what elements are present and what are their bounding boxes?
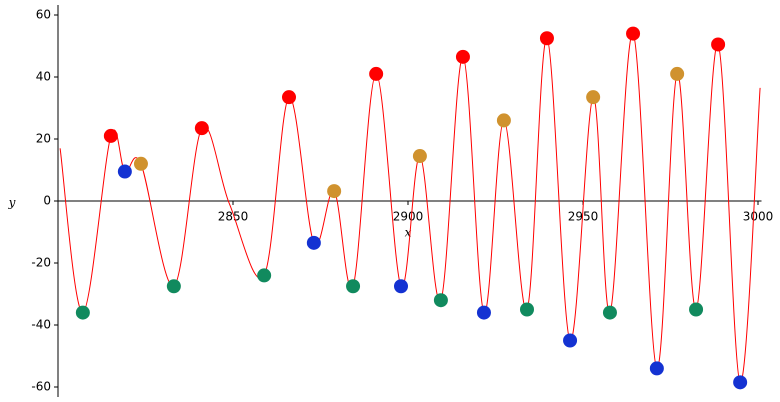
x-axis-label: x xyxy=(405,226,412,240)
point xyxy=(306,235,321,250)
y-tick-label: 20 xyxy=(36,132,51,146)
point xyxy=(166,279,181,294)
point xyxy=(733,375,748,390)
point xyxy=(412,149,427,164)
point xyxy=(133,156,148,171)
point xyxy=(103,128,118,143)
point xyxy=(117,164,132,179)
point xyxy=(602,305,617,320)
point xyxy=(563,333,578,348)
point xyxy=(496,113,511,128)
point xyxy=(649,361,664,376)
y-tick-label: 0 xyxy=(43,194,51,208)
point xyxy=(369,66,384,81)
point xyxy=(346,279,361,294)
curve xyxy=(59,33,761,383)
point xyxy=(455,49,470,64)
y-tick-label: 60 xyxy=(36,8,51,22)
y-tick-label: 40 xyxy=(36,70,51,84)
y-tick-label: -20 xyxy=(31,256,51,270)
point xyxy=(282,90,296,105)
point xyxy=(539,31,554,46)
y-axis-label: y xyxy=(8,196,16,210)
y-tick-label: -40 xyxy=(31,318,51,332)
x-tick-label: 2900 xyxy=(393,210,424,224)
y-tick-label: -60 xyxy=(31,380,51,394)
point xyxy=(194,121,209,136)
point xyxy=(257,268,272,283)
x-tick-label: 2950 xyxy=(568,210,599,224)
point xyxy=(520,302,534,317)
point xyxy=(476,305,491,320)
point xyxy=(433,293,448,308)
point xyxy=(626,26,641,41)
x-tick-label: 3000 xyxy=(743,210,774,224)
point xyxy=(586,90,601,105)
point xyxy=(75,305,90,320)
x-tick-label: 2850 xyxy=(218,210,249,224)
point xyxy=(711,37,726,52)
point xyxy=(327,184,342,199)
point xyxy=(689,302,704,317)
point xyxy=(394,279,408,294)
point xyxy=(670,66,685,81)
